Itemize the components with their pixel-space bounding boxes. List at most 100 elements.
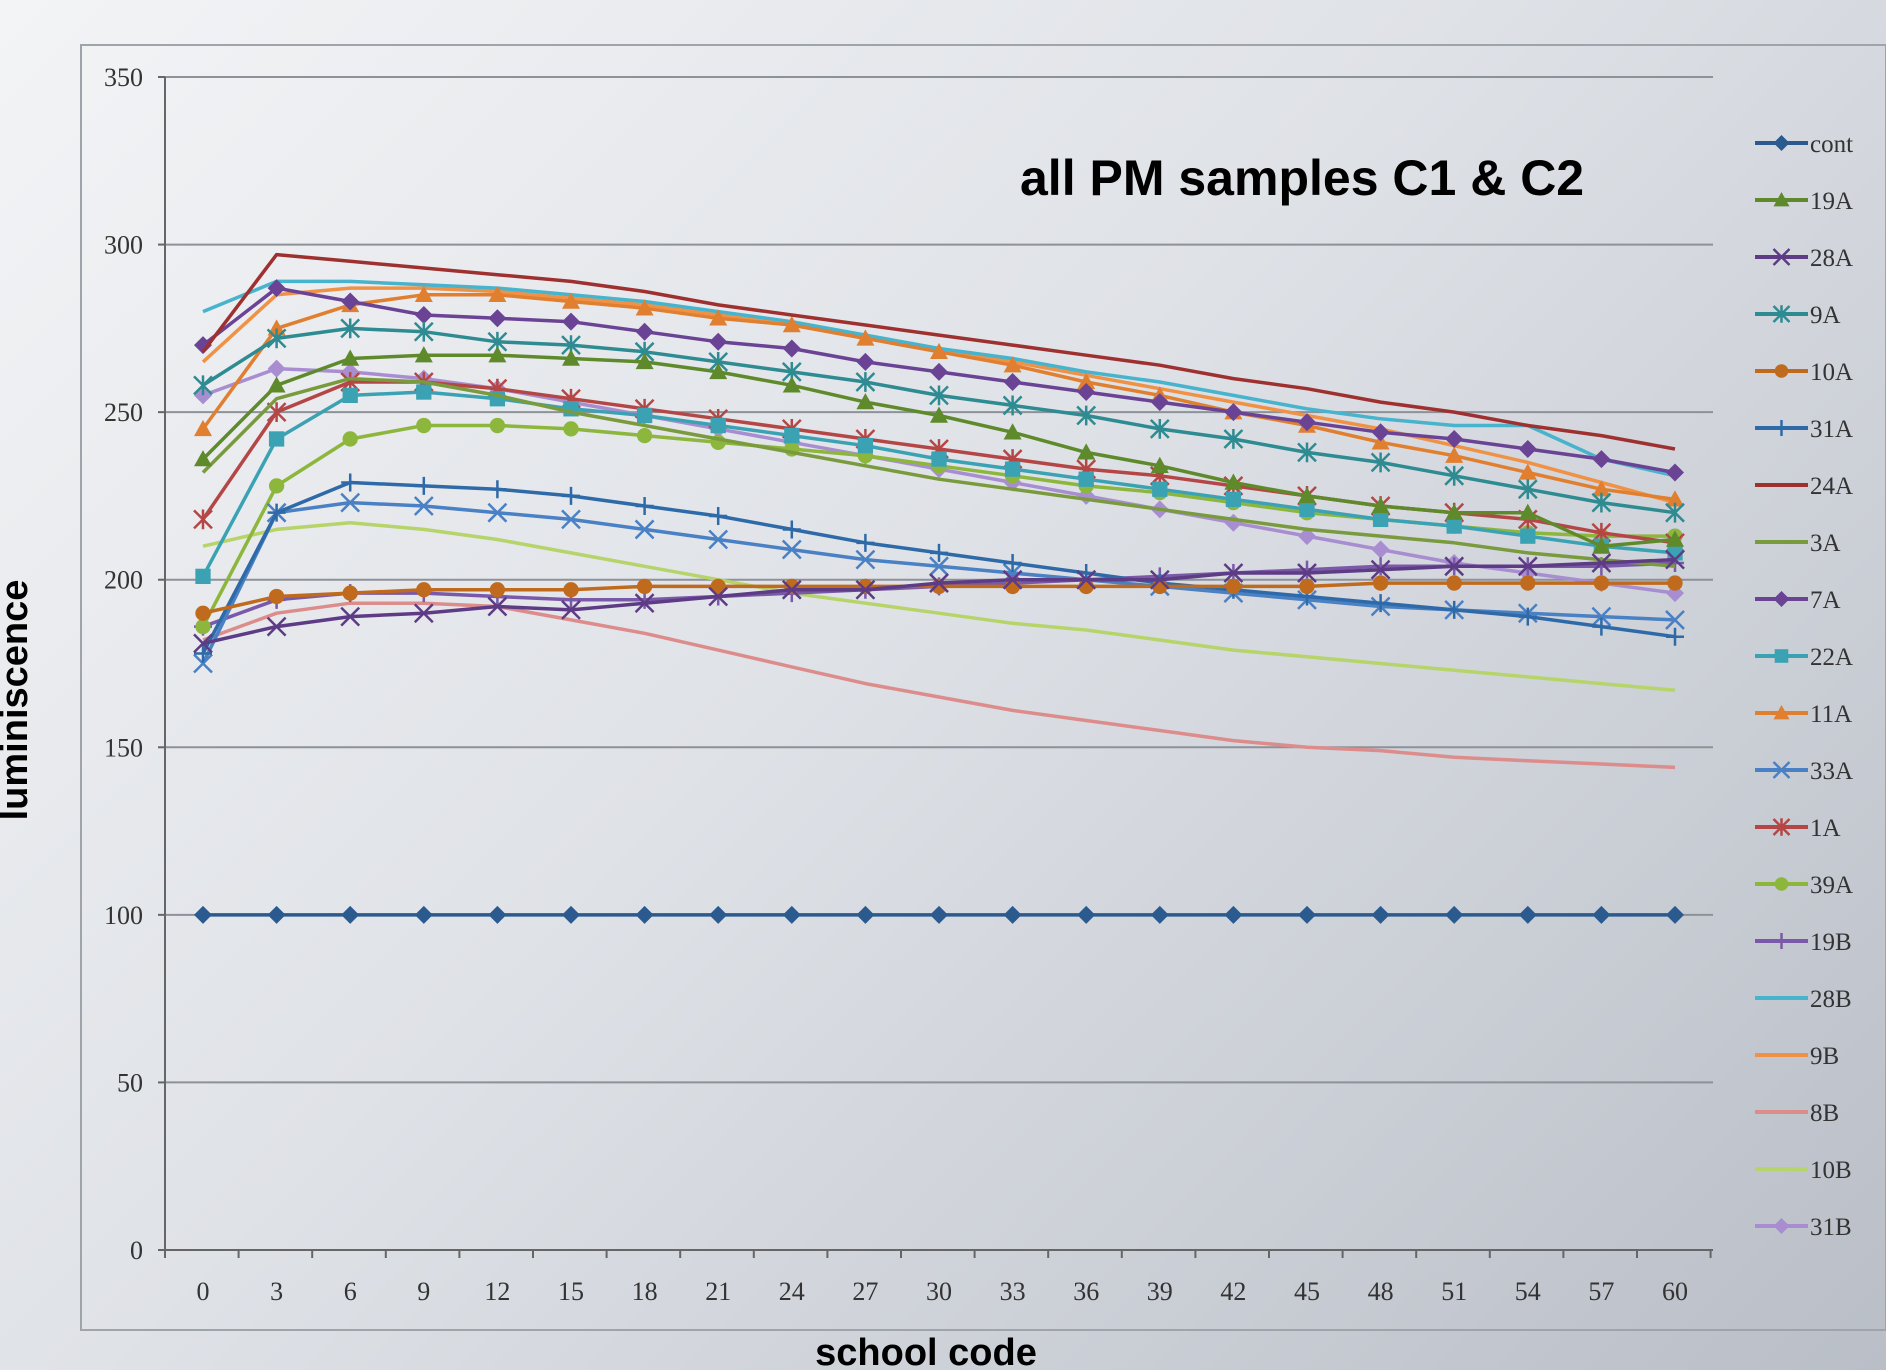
data-point [1591, 553, 1612, 573]
data-point [1371, 905, 1390, 924]
data-point [414, 346, 433, 363]
x-tick-label: 21 [705, 1277, 731, 1306]
data-point [708, 529, 729, 550]
legend-item: 10A [1755, 359, 1853, 386]
data-point [931, 578, 947, 595]
data-point [488, 309, 507, 328]
data-point [857, 438, 874, 454]
data-point [193, 509, 213, 530]
x-tick-label: 12 [484, 1277, 510, 1306]
data-point [1223, 563, 1244, 583]
x-tick-label: 33 [1000, 1277, 1026, 1306]
y-tick-label: 250 [104, 398, 143, 427]
data-point [1076, 405, 1097, 426]
data-point [1371, 496, 1390, 514]
data-point [782, 316, 801, 333]
data-point [413, 496, 434, 516]
data-point [342, 387, 358, 404]
data-point [1665, 502, 1685, 523]
data-point [413, 603, 434, 624]
data-point [561, 509, 581, 530]
data-point [931, 451, 947, 467]
y-tick-label: 150 [104, 733, 143, 762]
data-point [1666, 530, 1684, 547]
data-point [709, 309, 728, 326]
legend-item: 10B [1755, 1157, 1852, 1184]
x-tick-label: 45 [1294, 1277, 1320, 1306]
series-line [202, 601, 1676, 770]
y-tick-label: 300 [104, 231, 143, 260]
data-point [1298, 527, 1316, 546]
legend-item: 31A [1755, 416, 1853, 443]
y-tick-label: 350 [104, 63, 143, 92]
legend-item: 31B [1755, 1214, 1852, 1241]
x-tick-label: 39 [1147, 1277, 1173, 1306]
data-point [341, 349, 360, 366]
data-point [488, 346, 507, 363]
series-3A [201, 376, 1676, 569]
legend: cont 19A 28A 9A 10A 31A 24A 3A 7A 22A 11A 33A 1A 39A 1… [1755, 131, 1853, 1241]
data-point [561, 599, 581, 620]
data-point [1518, 440, 1537, 459]
data-point [856, 393, 875, 410]
data-point [782, 905, 801, 924]
data-point [1223, 429, 1244, 449]
data-point [340, 606, 361, 627]
legend-marker [1773, 135, 1790, 151]
data-point [1592, 617, 1611, 636]
data-point [487, 502, 508, 523]
y-tick-label: 200 [104, 566, 143, 595]
data-point [930, 543, 948, 562]
data-point [1224, 403, 1243, 422]
data-point [708, 586, 729, 607]
data-point [193, 375, 213, 396]
data-point [416, 582, 432, 598]
legend-marker [1774, 649, 1789, 663]
data-point [1446, 518, 1462, 534]
legend-marker [1773, 591, 1790, 607]
series-8B [202, 601, 1676, 770]
data-point [266, 616, 287, 637]
data-point [562, 292, 580, 309]
legend-marker [1773, 1218, 1790, 1234]
data-point [1224, 905, 1243, 924]
legend-marker [1772, 305, 1791, 323]
series-10B [202, 520, 1676, 693]
y-tick-label: 0 [130, 1236, 143, 1265]
data-point [1150, 393, 1169, 412]
data-point [266, 328, 287, 349]
series-group [193, 252, 1685, 924]
data-point [1150, 456, 1169, 473]
series-9A [193, 318, 1685, 523]
data-point [856, 905, 875, 924]
series-10A [195, 575, 1683, 621]
data-point [709, 507, 728, 526]
data-point [1003, 372, 1022, 391]
data-point [193, 653, 213, 674]
series-cont [194, 905, 1684, 924]
data-point [267, 376, 286, 393]
data-point [929, 556, 949, 577]
data-point [195, 618, 211, 635]
data-point [562, 312, 580, 331]
legend-marker [1774, 877, 1789, 891]
data-point [1298, 560, 1316, 579]
data-point [1667, 575, 1683, 591]
data-point [489, 582, 506, 598]
data-point [1444, 556, 1465, 577]
data-point [1592, 537, 1611, 554]
x-tick-label: 36 [1073, 1277, 1099, 1306]
data-point [267, 503, 286, 522]
data-point [1372, 511, 1389, 528]
data-point [414, 285, 433, 303]
data-point [562, 905, 580, 924]
data-point [636, 578, 653, 595]
data-point [635, 322, 654, 341]
legend-label: 3A [1810, 530, 1841, 557]
data-point [194, 336, 212, 355]
legend-item: 11A [1755, 701, 1852, 728]
data-point [635, 299, 654, 316]
data-point [267, 279, 286, 298]
data-point [341, 905, 360, 924]
